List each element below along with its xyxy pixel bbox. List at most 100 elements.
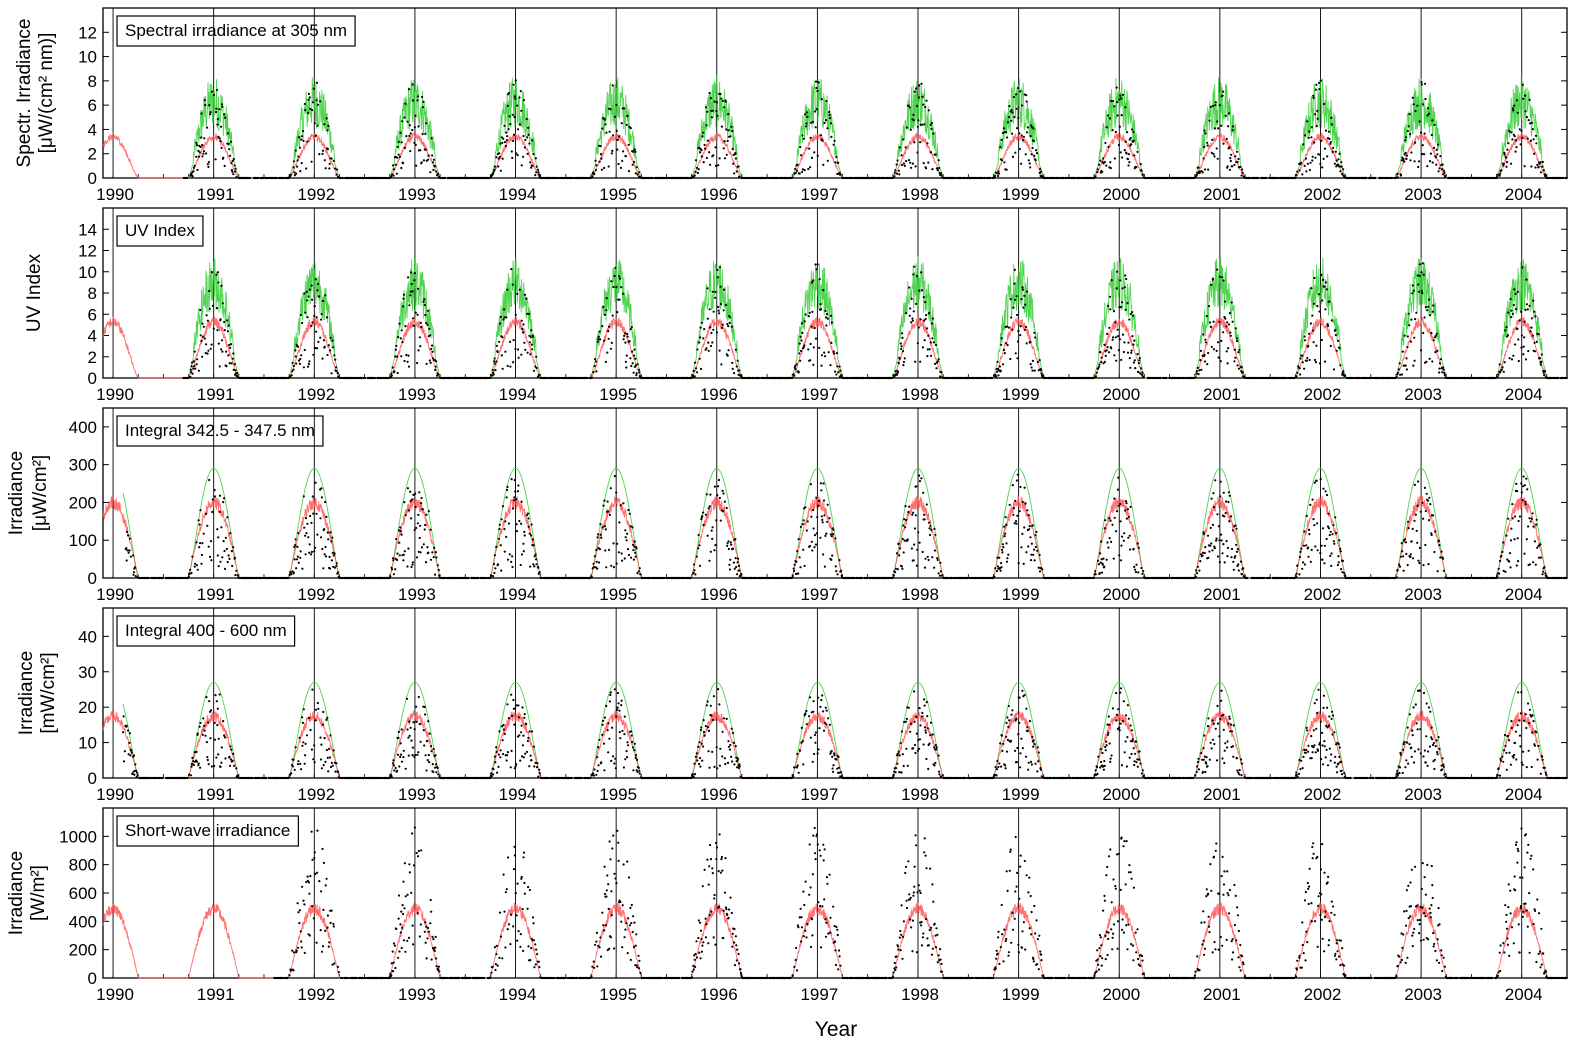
observation-point bbox=[411, 290, 414, 293]
observation-point bbox=[493, 362, 497, 365]
observation-point bbox=[396, 371, 399, 375]
observation-point bbox=[930, 127, 933, 131]
observation-point bbox=[1035, 152, 1039, 155]
observation-point bbox=[696, 348, 699, 351]
observation-point bbox=[1140, 169, 1143, 172]
observation-point bbox=[1436, 349, 1439, 352]
observation-point bbox=[1514, 139, 1518, 142]
observation-point bbox=[716, 114, 719, 117]
observation-point bbox=[194, 367, 197, 370]
observation-point bbox=[608, 513, 612, 517]
observation-point bbox=[1408, 324, 1411, 327]
observation-point bbox=[335, 370, 338, 373]
observation-point bbox=[333, 566, 337, 569]
y-tick-label: 8 bbox=[88, 72, 97, 91]
observation-point bbox=[225, 319, 229, 322]
observation-point bbox=[429, 171, 432, 174]
observation-point bbox=[623, 332, 627, 335]
observation-point bbox=[206, 524, 209, 527]
observation-point bbox=[1520, 346, 1523, 349]
observation-point bbox=[1509, 297, 1512, 301]
observation-point bbox=[723, 288, 726, 291]
observation-point bbox=[531, 164, 534, 167]
observation-point bbox=[512, 339, 515, 342]
observation-point bbox=[625, 354, 628, 357]
observation-point bbox=[1005, 342, 1008, 345]
observation-point bbox=[438, 574, 441, 578]
observation-point bbox=[394, 163, 397, 166]
observation-point bbox=[1443, 371, 1446, 375]
observation-point bbox=[693, 174, 696, 177]
observation-point bbox=[412, 493, 415, 496]
observation-point bbox=[301, 129, 305, 133]
observation-point bbox=[1526, 137, 1529, 140]
observation-point bbox=[307, 362, 310, 366]
observation-point bbox=[521, 327, 524, 331]
observation-point bbox=[1235, 337, 1238, 340]
x-tick-label: 2002 bbox=[1304, 385, 1342, 404]
observation-point bbox=[203, 99, 206, 102]
observation-point bbox=[389, 376, 392, 379]
observation-point bbox=[1310, 126, 1313, 129]
observation-point bbox=[1444, 176, 1447, 179]
observation-point bbox=[396, 145, 399, 148]
observation-point bbox=[996, 370, 999, 373]
observation-point bbox=[1100, 356, 1103, 359]
observation-point bbox=[803, 320, 806, 323]
observation-point bbox=[1534, 315, 1537, 318]
observation-point bbox=[536, 168, 540, 171]
observation-point bbox=[1422, 103, 1425, 106]
observation-point bbox=[981, 176, 984, 180]
observation-point bbox=[626, 332, 629, 336]
observation-point bbox=[1228, 168, 1231, 171]
observation-point bbox=[1524, 94, 1527, 97]
observation-point bbox=[908, 314, 911, 317]
observation-point bbox=[296, 345, 300, 348]
observation-point bbox=[1422, 331, 1425, 335]
observation-point bbox=[1105, 349, 1108, 352]
observation-point bbox=[902, 364, 905, 367]
observation-point bbox=[498, 527, 501, 531]
observation-point bbox=[613, 475, 616, 478]
observation-point bbox=[534, 553, 537, 556]
x-tick-label: 1998 bbox=[901, 185, 939, 204]
observation-point bbox=[1520, 334, 1523, 337]
observation-point bbox=[389, 575, 392, 578]
observation-point bbox=[595, 560, 598, 564]
observation-point bbox=[726, 139, 729, 143]
observation-point bbox=[832, 350, 835, 353]
observation-point bbox=[705, 124, 708, 127]
observation-point bbox=[1527, 349, 1530, 353]
observation-point bbox=[826, 159, 829, 162]
observation-point bbox=[1318, 293, 1321, 296]
observation-point bbox=[532, 563, 535, 566]
observation-point bbox=[634, 172, 637, 175]
observation-point bbox=[1131, 335, 1134, 338]
observation-point bbox=[1128, 161, 1131, 164]
observation-point bbox=[192, 360, 195, 363]
observation-point bbox=[622, 292, 625, 295]
observation-point bbox=[523, 146, 527, 149]
observation-point bbox=[1407, 312, 1410, 315]
observation-point bbox=[601, 526, 604, 529]
observation-point bbox=[391, 568, 394, 571]
observation-point bbox=[314, 346, 317, 350]
observation-point bbox=[1324, 281, 1327, 284]
observation-point bbox=[503, 124, 506, 127]
observation-point bbox=[1011, 132, 1014, 135]
observation-point bbox=[1306, 162, 1309, 165]
observation-point bbox=[1414, 141, 1417, 144]
observation-point bbox=[493, 357, 496, 360]
observation-point bbox=[704, 106, 708, 109]
observation-point bbox=[537, 173, 541, 176]
observation-point bbox=[393, 370, 396, 373]
observation-point bbox=[406, 487, 409, 490]
observation-point bbox=[1203, 168, 1207, 171]
observation-point bbox=[316, 289, 319, 292]
observation-point bbox=[1035, 149, 1038, 152]
observation-point bbox=[1222, 279, 1225, 282]
observation-point bbox=[913, 141, 916, 144]
observation-point bbox=[1107, 351, 1111, 354]
observation-point bbox=[400, 166, 403, 170]
observation-point bbox=[213, 495, 217, 498]
